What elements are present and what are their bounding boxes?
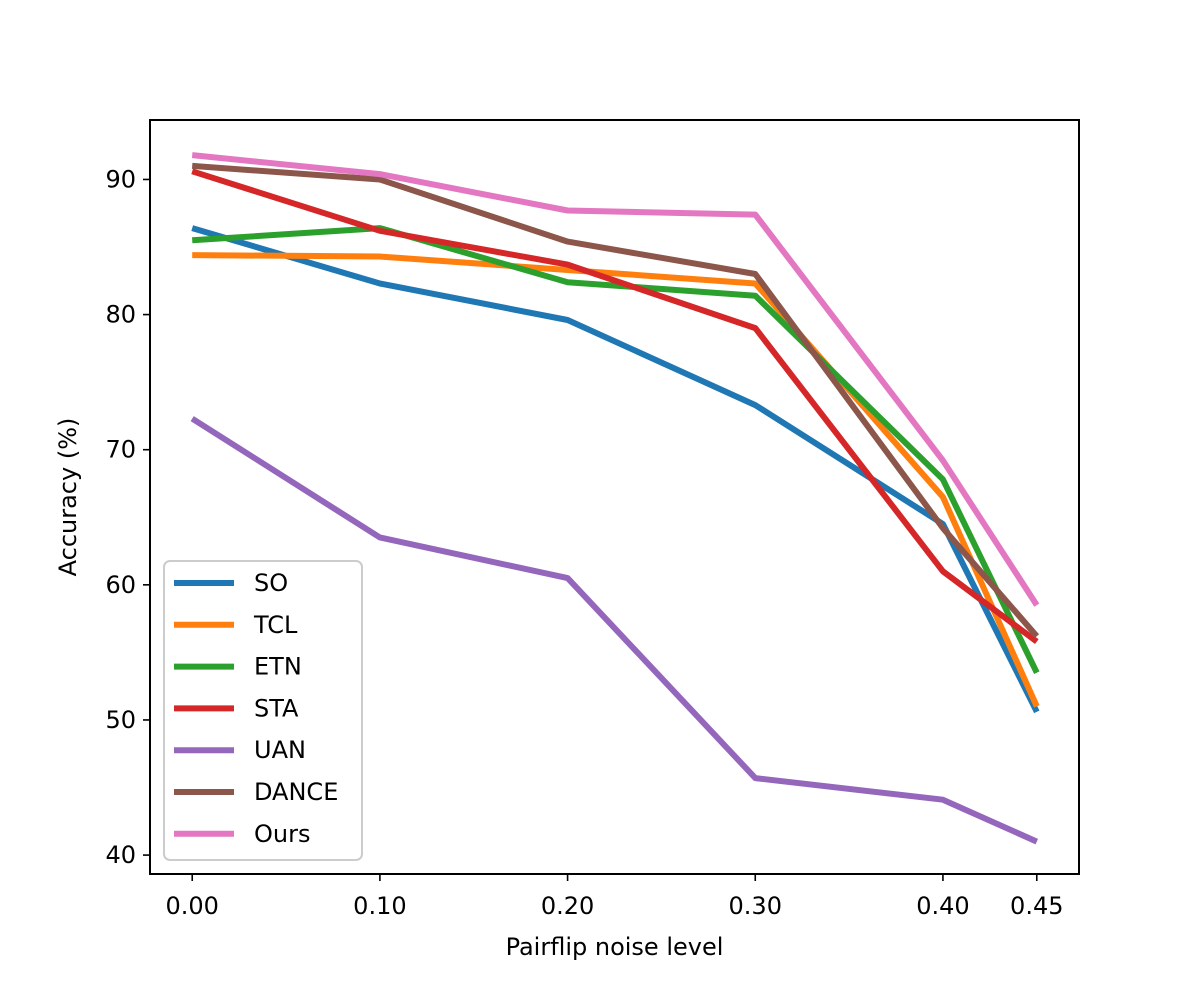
legend-frame — [163, 560, 363, 861]
x-tick-label: 0.30 — [729, 892, 782, 920]
legend-label-dance: DANCE — [254, 778, 338, 806]
y-axis-label: Accuracy (%) — [54, 418, 82, 577]
series-line-dance — [191, 162, 1040, 639]
series-line-so — [191, 225, 1040, 714]
series-line-etn — [192, 225, 1040, 675]
y-tick-label: 90 — [105, 165, 136, 193]
series-line-sta — [191, 168, 1039, 645]
y-tick-label: 80 — [105, 301, 136, 329]
series-line-tcl — [192, 252, 1040, 708]
legend-label-so: SO — [254, 569, 288, 597]
series-line-ours — [191, 152, 1040, 607]
y-tick-label: 60 — [105, 571, 136, 599]
x-axis: 0.00 0.10 0.20 0.30 0.40 0.45 — [166, 874, 1063, 920]
y-tick-label: 70 — [105, 436, 136, 464]
plot-frame — [149, 119, 1080, 875]
x-tick-label: 0.00 — [166, 892, 219, 920]
x-tick-label: 0.45 — [1010, 892, 1063, 920]
x-tick-label: 0.40 — [916, 892, 969, 920]
x-tick-label: 0.10 — [353, 892, 406, 920]
y-tick-label: 40 — [105, 841, 136, 869]
legend-label-uan: UAN — [254, 736, 306, 764]
x-tick-label: 0.20 — [541, 892, 594, 920]
legend-label-sta: STA — [254, 694, 299, 722]
legend-label-tcl: TCL — [253, 611, 298, 639]
series-line-uan — [190, 416, 1039, 845]
legend: SO TCL ETN STA UAN DANCE Ours — [163, 560, 363, 861]
y-axis: 40 50 60 70 80 90 — [105, 165, 150, 869]
legend-label-ours: Ours — [254, 820, 310, 848]
series-layer — [190, 152, 1040, 845]
x-axis-label: Pairflip noise level — [506, 933, 724, 961]
legend-label-etn: ETN — [254, 653, 302, 681]
y-tick-label: 50 — [105, 706, 136, 734]
legend-entries: SO TCL ETN STA UAN DANCE Ours — [174, 569, 338, 848]
